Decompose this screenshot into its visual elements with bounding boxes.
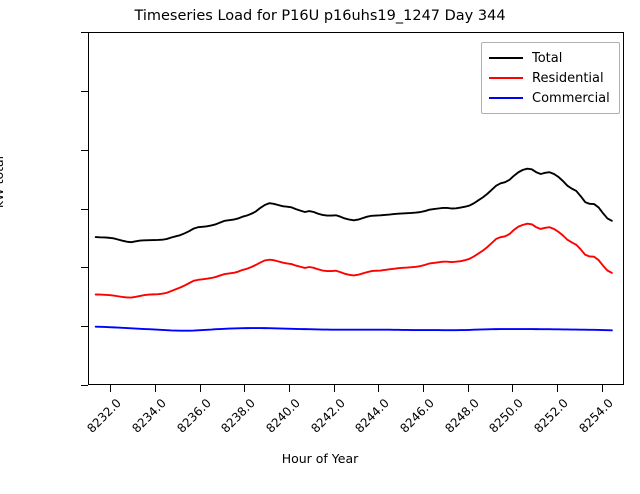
x-tick-mark [333, 385, 335, 392]
y-tick-mark [81, 385, 88, 386]
legend-swatch-line [489, 97, 523, 99]
x-tick-mark [512, 385, 514, 392]
y-tick-mark [81, 208, 88, 210]
series-line-commercial [94, 325, 613, 332]
chart-title: Timeseries Load for P16U p16uhs19_1247 D… [134, 8, 506, 24]
x-tick-mark [110, 385, 112, 392]
legend-item: Commercial [489, 88, 610, 108]
x-tick-mark [378, 385, 380, 392]
x-tick-mark [467, 385, 469, 392]
x-tick-mark [155, 385, 156, 392]
x-tick-mark [557, 385, 558, 392]
series-lines [94, 167, 613, 332]
y-tick-mark [81, 326, 88, 328]
figure-canvas: Timeseries Load for P16U p16uhs19_1247 D… [0, 8, 624, 466]
y-tick-mark [81, 90, 88, 92]
y-tick-mark [81, 149, 88, 151]
legend-label: Total [532, 50, 563, 66]
x-tick-mark [199, 385, 201, 392]
legend-swatch-line [489, 77, 523, 79]
y-tick-mark [81, 267, 88, 269]
x-tick-label: 8254.0 [575, 396, 616, 436]
legend-swatch-line [489, 57, 523, 59]
x-axis-label: Hour of Year [281, 451, 359, 466]
series-line-residential [94, 222, 613, 299]
legend-item: Residential [489, 68, 610, 88]
x-tick-mark [289, 385, 290, 392]
x-tick-mark [244, 385, 246, 392]
legend-item: Total [489, 48, 610, 68]
x-tick-mark [601, 385, 603, 392]
y-axis-label: kW total [0, 155, 6, 208]
legend-label: Residential [532, 70, 604, 86]
legend-label: Commercial [532, 90, 610, 106]
series-line-total [94, 167, 613, 244]
plot-area [88, 32, 624, 385]
y-tick-mark [81, 32, 88, 33]
x-tick-mark [423, 385, 424, 392]
chart-legend: Total Residential Commercial [481, 42, 620, 114]
